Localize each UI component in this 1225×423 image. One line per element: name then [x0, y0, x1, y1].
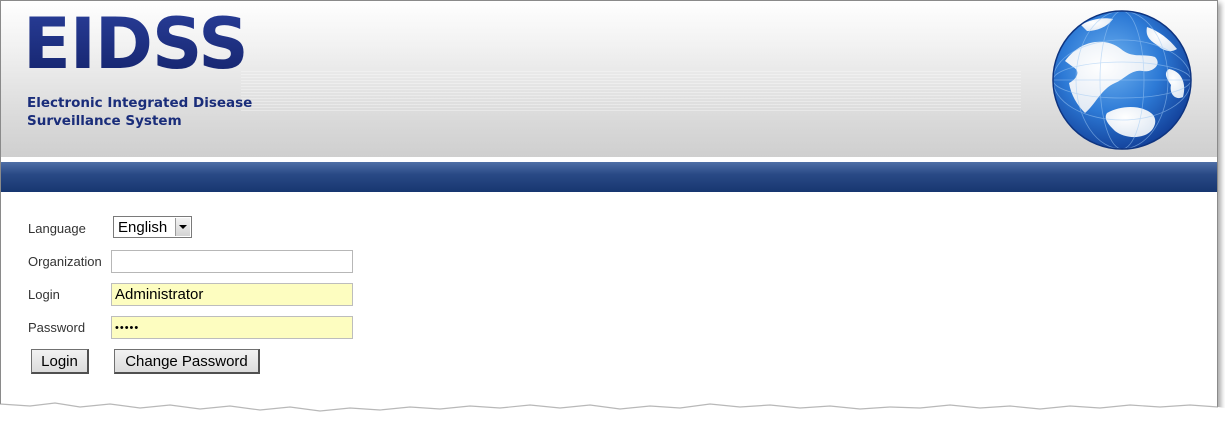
language-label: Language	[28, 221, 86, 236]
login-button[interactable]: Login	[31, 349, 89, 374]
language-select[interactable]: English	[113, 216, 192, 238]
globe-icon	[1052, 10, 1192, 150]
header-bar	[1, 162, 1217, 192]
password-label: Password	[28, 320, 86, 335]
login-field[interactable]	[111, 283, 353, 306]
change-password-button[interactable]: Change Password	[114, 349, 260, 374]
password-field[interactable]	[111, 316, 353, 339]
organization-label: Organization	[28, 254, 102, 269]
organization-field[interactable]	[111, 250, 353, 273]
app-subtitle-line2: Surveillance System	[27, 113, 182, 129]
app-subtitle: Electronic Integrated Disease Surveillan…	[27, 94, 252, 130]
chevron-down-icon[interactable]	[175, 218, 190, 236]
app-title: EIDSS	[23, 3, 249, 85]
torn-edge-decoration	[0, 402, 1225, 423]
login-label: Login	[28, 287, 60, 302]
header-decoration	[241, 71, 1021, 111]
header-divider	[1, 157, 1217, 162]
app-subtitle-line1: Electronic Integrated Disease	[27, 95, 253, 111]
app-header: EIDSS Electronic Integrated Disease Surv…	[1, 1, 1217, 157]
language-selected-value: English	[118, 219, 168, 236]
